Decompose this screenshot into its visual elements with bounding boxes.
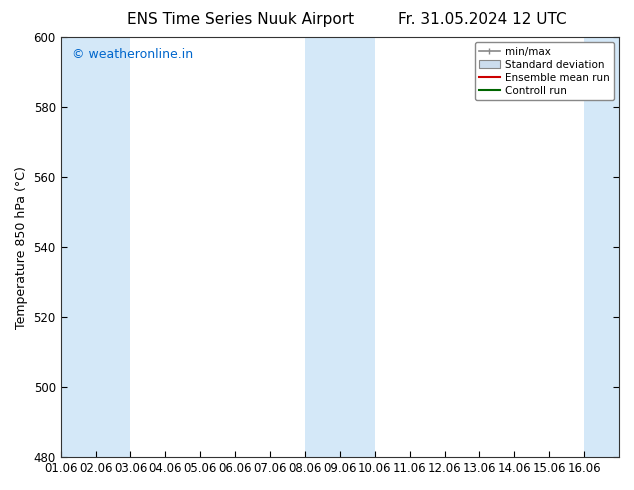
Text: © weatheronline.in: © weatheronline.in <box>72 48 193 61</box>
Bar <box>96 37 131 457</box>
Bar <box>340 37 375 457</box>
Bar <box>584 37 619 457</box>
Y-axis label: Temperature 850 hPa (°C): Temperature 850 hPa (°C) <box>15 166 28 329</box>
Bar <box>61 37 96 457</box>
Bar <box>305 37 340 457</box>
Text: Fr. 31.05.2024 12 UTC: Fr. 31.05.2024 12 UTC <box>398 12 566 27</box>
Legend: min/max, Standard deviation, Ensemble mean run, Controll run: min/max, Standard deviation, Ensemble me… <box>475 42 614 100</box>
Text: ENS Time Series Nuuk Airport: ENS Time Series Nuuk Airport <box>127 12 354 27</box>
